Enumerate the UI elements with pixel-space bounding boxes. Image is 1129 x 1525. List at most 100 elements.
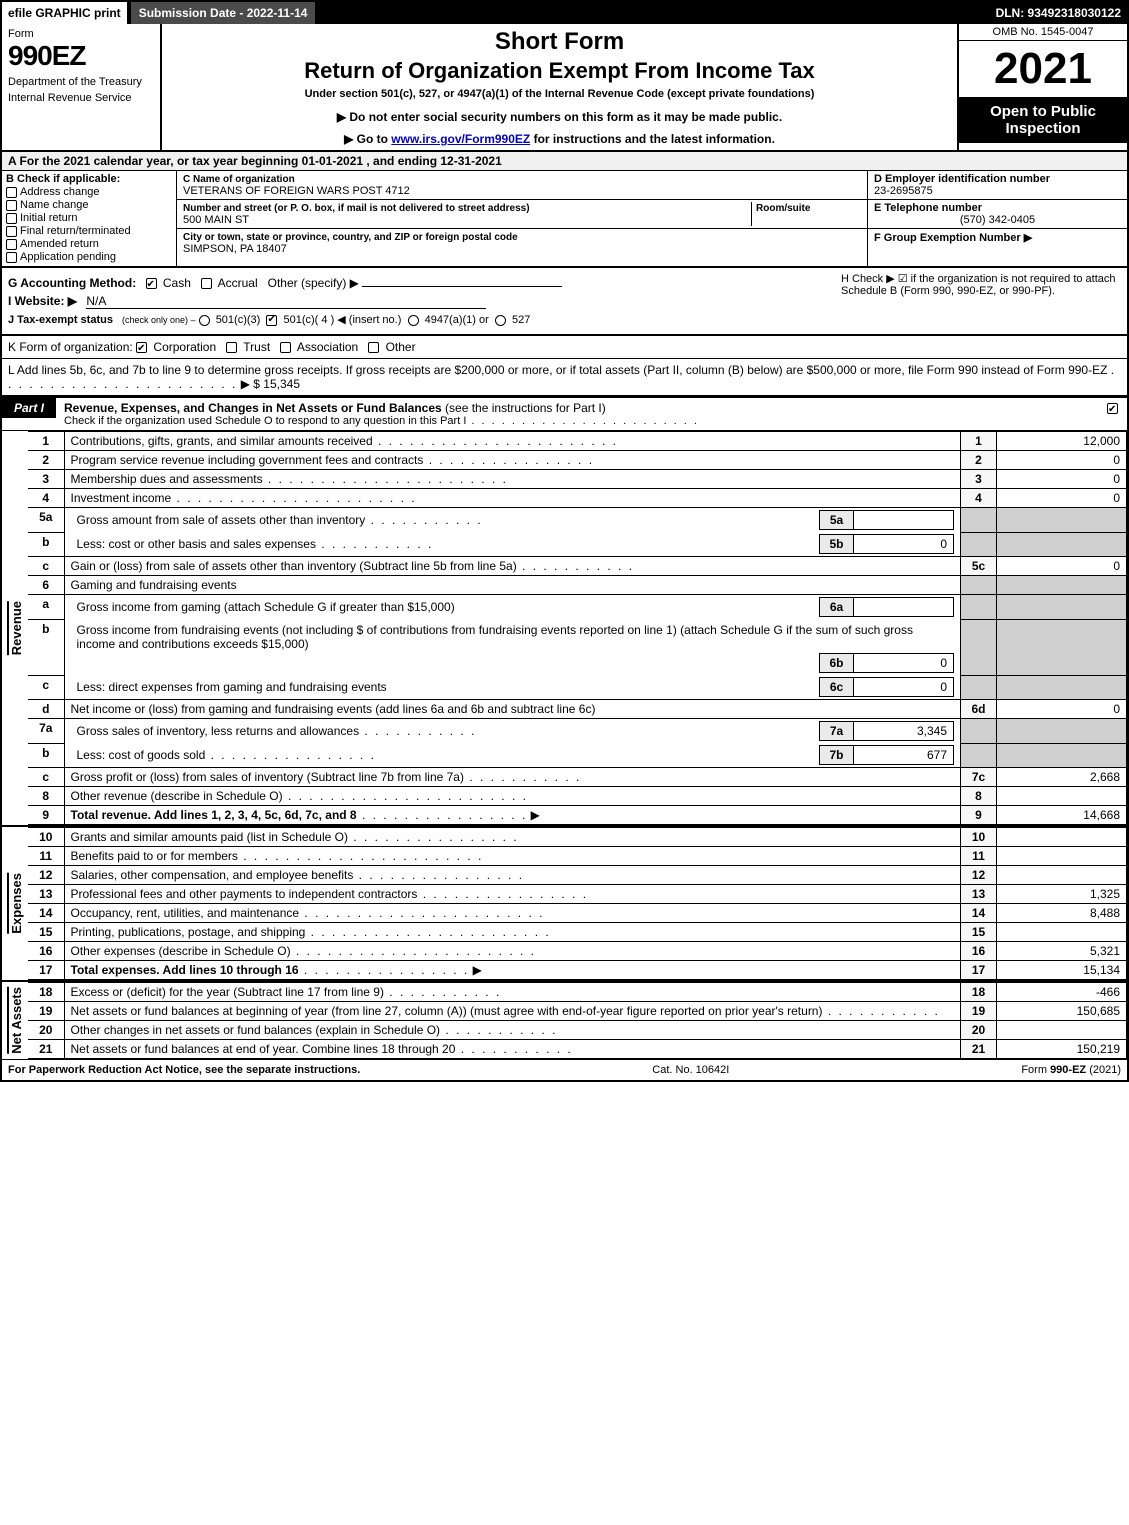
chk-501c[interactable] <box>266 315 277 326</box>
l6b-shade2 <box>997 619 1127 675</box>
footer-right-bold: 990-EZ <box>1050 1064 1086 1076</box>
g-other-input[interactable] <box>362 286 562 287</box>
l4-ln: 4 <box>961 489 997 508</box>
l12-ln: 12 <box>961 866 997 885</box>
chk-trust[interactable] <box>226 342 237 353</box>
part1-tag: Part I <box>2 398 56 418</box>
tax-year: 2021 <box>959 41 1127 97</box>
l6b-sn: 6b <box>820 654 854 673</box>
l9-a: 14,668 <box>997 806 1127 825</box>
l2-d: Program service revenue including govern… <box>71 453 595 467</box>
l6-shade2 <box>997 576 1127 595</box>
chk-name-change[interactable] <box>6 200 17 211</box>
l3-ln: 3 <box>961 470 997 489</box>
line-10: 10Grants and similar amounts paid (list … <box>28 828 1127 847</box>
form-title-block: Short Form Return of Organization Exempt… <box>162 24 957 150</box>
return-title: Return of Organization Exempt From Incom… <box>172 58 947 84</box>
form-number: 990EZ <box>8 40 86 71</box>
efile-print-link[interactable]: efile GRAPHIC print <box>2 2 127 24</box>
line-21: 21 Net assets or fund balances at end of … <box>28 1040 1127 1059</box>
netassets-label: Net Assets <box>7 987 24 1054</box>
line-5c: cGain or (loss) from sale of assets othe… <box>28 557 1127 576</box>
l11-d: Benefits paid to or for members <box>71 849 484 863</box>
l16-ln: 16 <box>961 942 997 961</box>
chk-corp[interactable] <box>136 342 147 353</box>
netassets-side: Net Assets <box>2 982 28 1059</box>
l5b-sn: 5b <box>820 535 854 554</box>
footer-right: Form 990-EZ (2021) <box>1021 1064 1121 1076</box>
l7b-sa: 677 <box>854 746 954 765</box>
l6d-d: Net income or (loss) from gaming and fun… <box>71 702 596 716</box>
l7b-shade2 <box>997 743 1127 768</box>
e-tel-label: E Telephone number <box>874 202 982 214</box>
irs-link[interactable]: www.irs.gov/Form990EZ <box>391 132 530 146</box>
l5c-n: c <box>28 557 64 576</box>
l9-ln: 9 <box>961 806 997 825</box>
line-3: 3Membership dues and assessments30 <box>28 470 1127 489</box>
l17-a: 15,134 <box>997 961 1127 980</box>
l2-n: 2 <box>28 451 64 470</box>
l20-n: 20 <box>28 1021 64 1040</box>
revenue-section: Revenue 1Contributions, gifts, grants, a… <box>2 431 1127 827</box>
l8-d: Other revenue (describe in Schedule O) <box>71 789 528 803</box>
l21-ln: 21 <box>961 1040 997 1059</box>
j-note: (check only one) – <box>122 315 196 325</box>
open-public: Open to Public Inspection <box>959 97 1127 143</box>
l20-a <box>997 1021 1127 1040</box>
part1-title-text: Revenue, Expenses, and Changes in Net As… <box>64 401 442 415</box>
l11-ln: 11 <box>961 847 997 866</box>
l13-n: 13 <box>28 885 64 904</box>
l12-n: 12 <box>28 866 64 885</box>
org-name: VETERANS OF FOREIGN WARS POST 4712 <box>183 185 410 197</box>
l8-n: 8 <box>28 787 64 806</box>
l5a-sa <box>854 511 954 530</box>
l7c-ln: 7c <box>961 768 997 787</box>
j-501c: 501(c)( 4 ) ◀ (insert no.) <box>284 314 402 326</box>
chk-final-return[interactable] <box>6 226 17 237</box>
chk-schedule-o[interactable] <box>1107 403 1118 414</box>
l7b-sn: 7b <box>820 746 854 765</box>
line-9: 9Total revenue. Add lines 1, 2, 3, 4, 5c… <box>28 806 1127 825</box>
l5b-shade <box>961 532 997 557</box>
l12-d: Salaries, other compensation, and employ… <box>71 868 525 882</box>
l20-ln: 20 <box>961 1021 997 1040</box>
chk-501c3[interactable] <box>199 315 210 326</box>
street-label: Number and street (or P. O. box, if mail… <box>183 203 530 214</box>
l6a-shade <box>961 595 997 620</box>
chk-assoc[interactable] <box>280 342 291 353</box>
l1-n: 1 <box>28 432 64 451</box>
line-7b: bLess: cost of goods sold7b677 <box>28 743 1127 768</box>
chk-527[interactable] <box>495 315 506 326</box>
chk-initial-return[interactable] <box>6 213 17 224</box>
line-7c: cGross profit or (loss) from sales of in… <box>28 768 1127 787</box>
l6d-a: 0 <box>997 700 1127 719</box>
l14-n: 14 <box>28 904 64 923</box>
chk-4947[interactable] <box>408 315 419 326</box>
c-name-label: C Name of organization <box>183 174 295 185</box>
line-8: 8Other revenue (describe in Schedule O)8 <box>28 787 1127 806</box>
expenses-table: 10Grants and similar amounts paid (list … <box>28 827 1127 980</box>
l7a-sn: 7a <box>820 722 854 741</box>
l4-n: 4 <box>28 489 64 508</box>
line-6c: cLess: direct expenses from gaming and f… <box>28 675 1127 700</box>
k-other: Other <box>386 340 416 354</box>
k-assoc: Association <box>297 340 358 354</box>
l14-ln: 14 <box>961 904 997 923</box>
chk-application-pending[interactable] <box>6 252 17 263</box>
room-label: Room/suite <box>756 203 810 214</box>
part1-checkbox-wrap <box>1101 398 1127 418</box>
l21-d: Net assets or fund balances at end of ye… <box>71 1042 573 1056</box>
chk-other[interactable] <box>368 342 379 353</box>
section-def: D Employer identification number 23-2695… <box>867 171 1127 266</box>
chk-amended-return[interactable] <box>6 239 17 250</box>
chk-cash[interactable] <box>146 278 157 289</box>
goto-post: for instructions and the latest informat… <box>530 132 775 146</box>
chk-accrual[interactable] <box>201 278 212 289</box>
l20-d: Other changes in net assets or fund bala… <box>71 1023 558 1037</box>
l1-ln: 1 <box>961 432 997 451</box>
section-c: C Name of organization VETERANS OF FOREI… <box>177 171 867 266</box>
l15-a <box>997 923 1127 942</box>
l18-d: Excess or (deficit) for the year (Subtra… <box>71 985 502 999</box>
l10-n: 10 <box>28 828 64 847</box>
chk-address-change[interactable] <box>6 187 17 198</box>
